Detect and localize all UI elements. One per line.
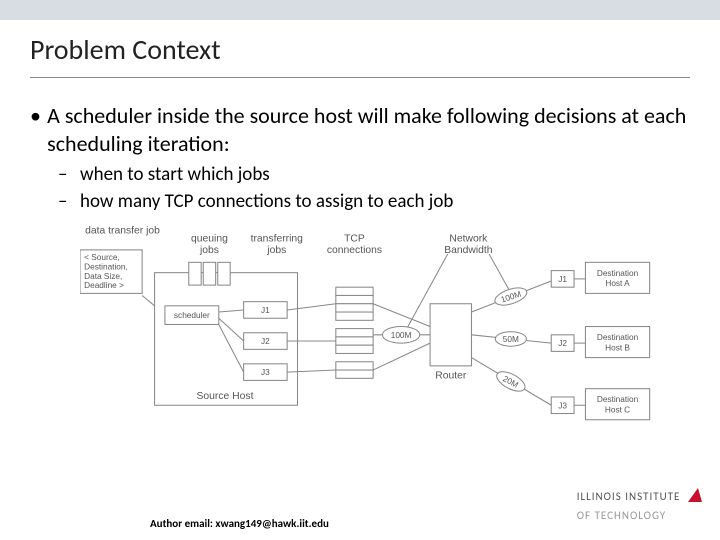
bullet-dash-icon: – bbox=[58, 163, 80, 188]
dest-job-label-2: J2 bbox=[558, 340, 567, 349]
job-label-1: J1 bbox=[261, 306, 270, 315]
bullet-dot-icon: • bbox=[30, 102, 47, 157]
tcp-group-3 bbox=[336, 362, 373, 379]
job-label-2: J2 bbox=[261, 338, 270, 347]
title-rule bbox=[30, 77, 690, 78]
label-bandwidth: NetworkBandwidth bbox=[444, 234, 493, 256]
bandwidth-pointer-2 bbox=[489, 254, 510, 291]
footer: Author email: xwang149@hawk.iit.edu ILLI… bbox=[0, 517, 720, 530]
conn bbox=[373, 343, 430, 370]
bullet-dash-icon: – bbox=[58, 190, 80, 215]
dest-host-3 bbox=[585, 389, 649, 420]
flow-diagram: data transfer job < Source, Destination,… bbox=[80, 220, 660, 460]
tcp-group-2 bbox=[336, 329, 373, 354]
arrow-in bbox=[142, 296, 154, 306]
input-line-3: Data Size, bbox=[84, 272, 122, 281]
bullet-sub-2: – how many TCP connections to assign to … bbox=[58, 190, 690, 215]
label-queuing: queuingjobs bbox=[191, 234, 228, 256]
scheduler-label: scheduler bbox=[174, 312, 210, 321]
queued-job bbox=[189, 263, 201, 286]
bullet-sub-1: – when to start which jobs bbox=[58, 163, 690, 188]
conn bbox=[373, 304, 430, 327]
label-transferring: transferringjobs bbox=[251, 234, 304, 256]
bullet-sub2-text: how many TCP connections to assign to ea… bbox=[80, 190, 453, 215]
bw-label-1: 100M bbox=[391, 331, 412, 340]
input-line-2: Destination, bbox=[84, 263, 128, 272]
input-line-1: < Source, bbox=[84, 254, 120, 263]
dest-host-2 bbox=[585, 327, 649, 358]
dest-job-label-3: J3 bbox=[558, 402, 567, 411]
bullet-main-text: A scheduler inside the source host will … bbox=[47, 102, 690, 157]
dest-host-1 bbox=[585, 263, 649, 294]
bw-label-3: 50M bbox=[503, 335, 519, 344]
logo-line-1: ILLINOIS INSTITUTE bbox=[577, 490, 681, 503]
bullet-sub1-text: when to start which jobs bbox=[80, 163, 270, 188]
logo: ILLINOIS INSTITUTE OF TECHNOLOGY bbox=[577, 486, 702, 524]
router-label: Router bbox=[435, 371, 467, 382]
tcp-group-1 bbox=[336, 288, 373, 321]
logo-line-2: OF TECHNOLOGY bbox=[577, 509, 666, 522]
source-host-label: Source Host bbox=[197, 391, 254, 402]
dest-job-label-1: J1 bbox=[558, 275, 567, 284]
input-label: data transfer job bbox=[85, 226, 160, 237]
header-bar bbox=[0, 0, 720, 20]
router-box bbox=[430, 304, 471, 366]
queued-job bbox=[203, 263, 215, 286]
slide-title: Problem Context bbox=[0, 20, 720, 75]
input-line-4: Deadline > bbox=[84, 282, 124, 291]
queued-job bbox=[218, 263, 230, 286]
logo-triangle-icon bbox=[688, 488, 702, 502]
job-label-3: J3 bbox=[261, 369, 270, 378]
bullet-main: • A scheduler inside the source host wil… bbox=[30, 102, 690, 157]
diagram: data transfer job < Source, Destination,… bbox=[80, 220, 660, 465]
label-tcp: TCPconnections bbox=[327, 234, 382, 256]
bullet-list: • A scheduler inside the source host wil… bbox=[0, 88, 720, 214]
